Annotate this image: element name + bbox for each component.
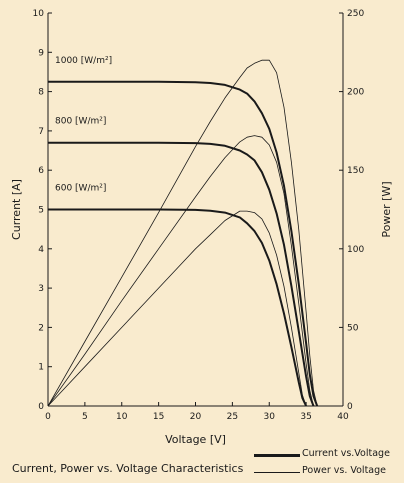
x-tick-label: 10 [116, 412, 128, 422]
irradiance-label: 600 [W/m²] [55, 184, 106, 194]
x-tick-label: 0 [45, 412, 51, 422]
y-tick-label: 2 [38, 323, 44, 333]
y2-tick-label: 100 [347, 245, 364, 255]
tick-labels: 0 5 10 15 20 25 30 35 40012345678910050100150200… [33, 9, 365, 422]
power-series-line-1 [47, 135, 314, 407]
y-tick-label: 9 [38, 48, 44, 58]
power-series-line-0 [47, 59, 318, 407]
power-series-group [47, 59, 318, 407]
x-tick-label: 15 [153, 412, 164, 422]
y2-tick-label: 50 [347, 323, 359, 333]
chart-title: Current, Power vs. Voltage Characteristi… [12, 462, 244, 475]
y2-tick-label: 200 [347, 88, 364, 98]
legend-power-swatch [254, 472, 300, 473]
x-axis-label: Voltage [V] [165, 433, 226, 446]
legend-current-swatch [254, 454, 300, 457]
irradiance-label: 1000 [W/m²] [55, 56, 112, 66]
y-tick-label: 1 [38, 363, 44, 373]
y-tick-label: 10 [33, 9, 45, 19]
y-tick-label: 0 [38, 402, 44, 412]
x-tick-label: 35 [300, 412, 311, 422]
y2-tick-label: 150 [347, 166, 364, 176]
y-tick-label: 6 [38, 166, 44, 176]
current-series-line-1 [48, 141, 315, 407]
x-tick-label: 25 [227, 412, 238, 422]
irradiance-labels: 1000 [W/m²] 800 [W/m²] 600 [W/m²] [55, 56, 112, 194]
x-tick-label: 40 [337, 412, 349, 422]
legend-current-label: Current vs.Voltage [302, 448, 390, 459]
y2-tick-label: 0 [347, 402, 353, 412]
y-axis-label: Current [A] [10, 179, 23, 240]
x-tick-label: 20 [190, 412, 202, 422]
x-tick-label: 5 [82, 412, 88, 422]
power-series-line-2 [47, 210, 307, 407]
legend-power-label: Power vs. Voltage [302, 465, 386, 476]
y2-tick-label: 250 [347, 9, 364, 19]
x-tick-label: 30 [264, 412, 276, 422]
current-series-line-0 [48, 80, 319, 407]
y-tick-label: 3 [38, 284, 44, 294]
y2-axis-label: Power [W] [380, 181, 393, 237]
y-tick-label: 4 [38, 245, 44, 255]
y-tick-label: 7 [38, 127, 44, 137]
y-tick-label: 8 [38, 88, 44, 98]
irradiance-label: 800 [W/m²] [55, 117, 106, 127]
current-series-group [48, 80, 319, 407]
y-tick-label: 5 [38, 206, 44, 216]
legend: Current vs.Voltage Power vs. Voltage [254, 445, 404, 477]
current-series-line-2 [48, 208, 308, 407]
